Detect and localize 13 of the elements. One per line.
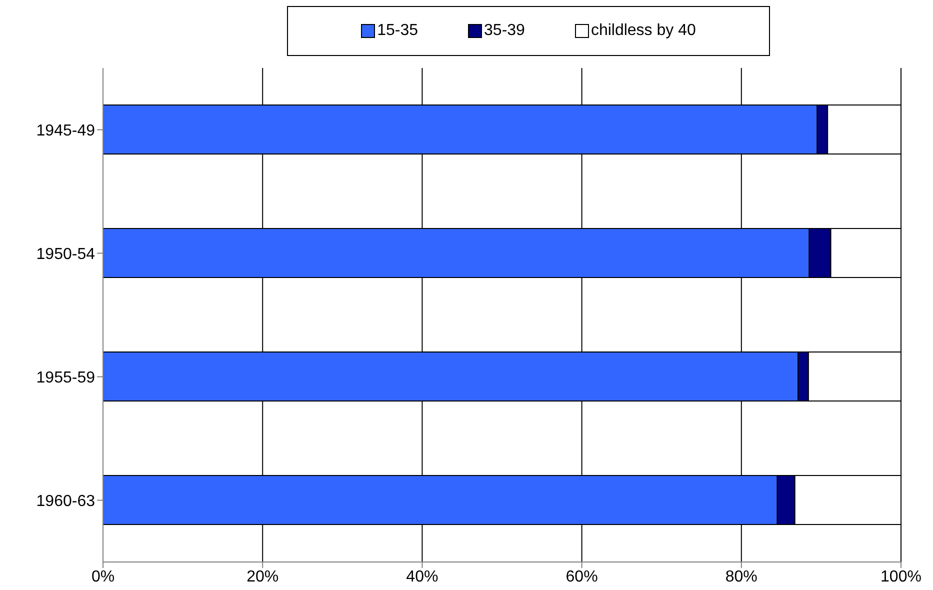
x-tick-label: 100%: [880, 568, 922, 586]
y-tick-label: 1955-59: [36, 369, 96, 386]
legend-label: 15-35: [377, 22, 418, 40]
legend-label: 35-39: [484, 22, 525, 40]
x-tick-label: 40%: [406, 568, 438, 586]
x-tick-label: 80%: [725, 568, 758, 586]
y-tick-label: 1945-49: [36, 122, 96, 140]
x-tick-label: 0%: [91, 568, 115, 586]
y-tick-label: 1950-54: [36, 246, 96, 263]
legend-label: childless by 40: [590, 22, 696, 40]
y-tick-label: 1960-63: [36, 492, 96, 510]
x-tick-label: 60%: [566, 568, 598, 586]
x-tick-label: 20%: [246, 568, 279, 586]
